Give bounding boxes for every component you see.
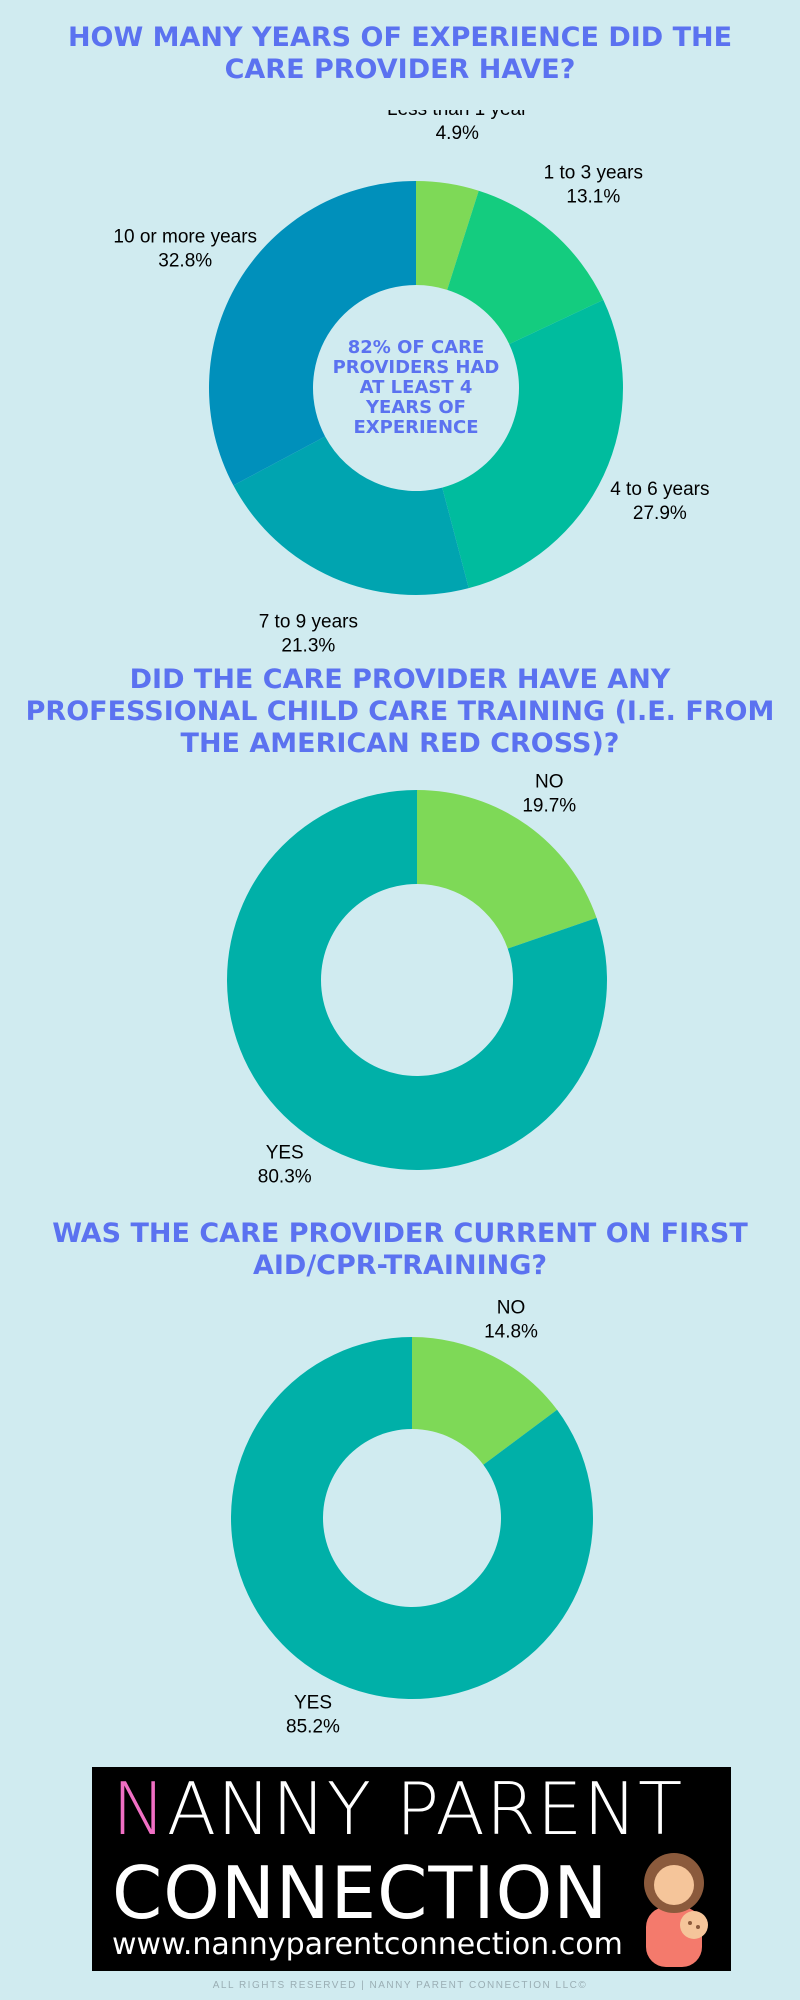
logo-line: CONNECTION: [112, 1851, 609, 1935]
donut-segment: [209, 181, 416, 486]
segment-label: NO: [535, 771, 564, 792]
segment-label: Less than 1 year: [387, 110, 528, 120]
donut-chart: NO 14.8% YES 85.2%: [231, 1300, 593, 1737]
nanny-icon: [644, 1853, 708, 1967]
segment-label: 4 to 6 years: [610, 479, 709, 500]
segment-value: 80.3%: [258, 1167, 312, 1188]
segment-value: 19.7%: [522, 795, 576, 816]
chart-title: HOW MANY YEARS OF EXPERIENCE DID THE CAR…: [67, 22, 733, 85]
donut-segment: [442, 299, 623, 589]
segment-label: 10 or more years: [113, 227, 257, 248]
donut-segment: [412, 1337, 558, 1465]
segment-value: 32.8%: [158, 251, 212, 272]
segment-label: YES: [266, 1143, 304, 1164]
footer: ALL RIGHTS RESERVED | NANNY PARENT CONNE…: [212, 1980, 588, 1991]
donut-segment: [227, 790, 607, 1170]
segment-value: 14.8%: [484, 1322, 538, 1343]
segment-label: 7 to 9 years: [259, 612, 358, 633]
donut-segment: [447, 190, 604, 345]
logo-url: www.nannyparentconnection.com: [112, 1927, 623, 1962]
chart-title: DID THE CARE PROVIDER HAVE ANY PROFESSIO…: [25, 664, 775, 759]
segment-value: 4.9%: [436, 123, 479, 144]
segment-value: 85.2%: [286, 1716, 340, 1737]
donut-segment: [417, 790, 597, 949]
segment-label: NO: [497, 1300, 526, 1319]
segment-value: 27.9%: [633, 503, 687, 524]
center-annotation: 82% OF CARE PROVIDERS HAD AT LEAST 4 YEA…: [332, 337, 500, 438]
donut-segment: [231, 1337, 593, 1699]
segment-value: 13.1%: [566, 187, 620, 208]
logo: NANNY PARENT CONNECTION www.nannyparentc…: [92, 1767, 731, 1971]
logo-line: NANNY PARENT: [112, 1767, 684, 1851]
segment-value: 21.3%: [281, 636, 335, 657]
donut-chart: Less than 1 year 4.9% 1 to 3 years 13.1% 4 t…: [113, 110, 709, 657]
donut-segment: [416, 181, 479, 290]
donut-chart: NO 19.7% YES 80.3%: [227, 771, 607, 1188]
donut-segment: [233, 436, 469, 595]
chart-title: WAS THE CARE PROVIDER CURRENT ON FIRST A…: [52, 1218, 748, 1281]
segment-label: YES: [294, 1692, 332, 1713]
segment-label: 1 to 3 years: [544, 163, 643, 184]
